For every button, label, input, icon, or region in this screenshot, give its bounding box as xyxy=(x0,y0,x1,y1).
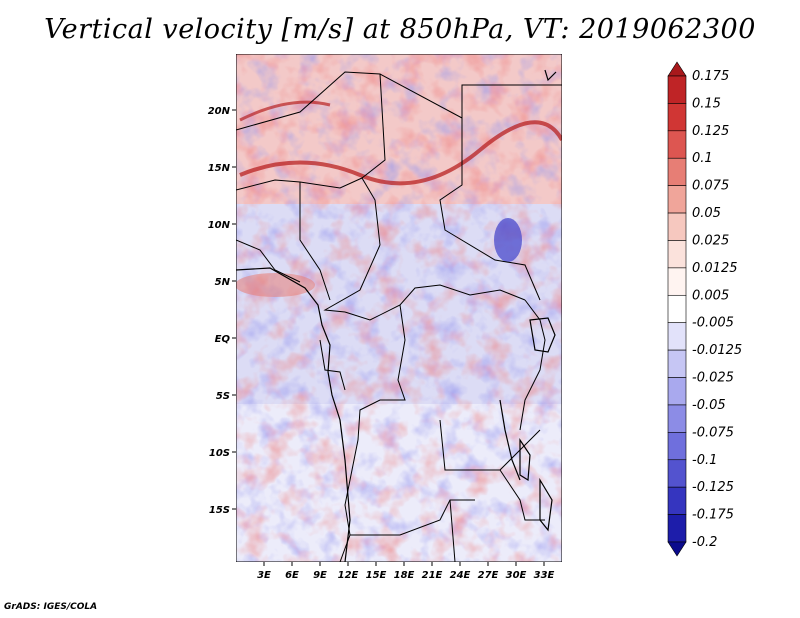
colorbar-label: 0.175 xyxy=(692,69,729,84)
lat-tick-label: 20N xyxy=(208,106,231,117)
colorbar-label: 0.025 xyxy=(692,233,729,248)
lon-tick-label: 15E xyxy=(366,570,387,581)
lon-tick-label: 9E xyxy=(313,570,327,581)
colorbar-bin xyxy=(667,432,687,461)
colorbar-label: -0.025 xyxy=(692,371,734,386)
lon-axis: 3E 6E 9E 12E 15E 18E 21E 24E 27E 30E 33E xyxy=(257,562,555,581)
lon-tick-label: 6E xyxy=(285,570,299,581)
lat-tick-label: 10S xyxy=(209,448,230,459)
colorbar: 0.175 0.15 0.125 0.1 0.075 0.05 0.025 0.0125 0.0… xyxy=(667,61,742,557)
colorbar-label: -0.05 xyxy=(692,398,726,413)
colorbar-top-arrow xyxy=(667,61,687,77)
lat-tick-label: 5N xyxy=(215,277,231,288)
colorbar-bin xyxy=(667,377,687,406)
colorbar-bin xyxy=(667,404,687,433)
colorbar-bin xyxy=(667,75,687,104)
colorbar-label: -0.2 xyxy=(692,535,717,550)
lat-tick-label: EQ xyxy=(215,334,231,345)
colorbar-bin xyxy=(667,349,687,378)
colorbar-label: 0.125 xyxy=(692,124,729,139)
colorbar-label: 0.0125 xyxy=(692,261,738,276)
colorbar-label: 0.1 xyxy=(692,151,713,166)
colorbar-label: -0.075 xyxy=(692,425,734,440)
country-borders xyxy=(236,71,562,562)
footer-credit: GrADS: IGES/COLA xyxy=(4,602,98,612)
colorbar-label: -0.125 xyxy=(692,480,734,495)
colorbar-label: -0.0125 xyxy=(692,343,742,358)
lon-tick-label: 18E xyxy=(394,570,415,581)
colorbar-label: 0.005 xyxy=(692,288,729,303)
lon-tick-label: 27E xyxy=(478,570,499,581)
lon-tick-label: 33E xyxy=(534,570,555,581)
lon-tick-label: 3E xyxy=(257,570,271,581)
lon-tick-label: 12E xyxy=(338,570,359,581)
colorbar-bin xyxy=(667,212,687,241)
lat-tick-label: 10N xyxy=(208,220,231,231)
lon-tick-label: 21E xyxy=(422,570,443,581)
colorbar-bin xyxy=(667,486,687,515)
colorbar-bin xyxy=(667,157,687,186)
colorbar-bin xyxy=(667,514,687,543)
colorbar-bin xyxy=(667,103,687,132)
colorbar-bin xyxy=(667,240,687,269)
map-panel xyxy=(236,54,562,562)
lon-tick-label: 30E xyxy=(506,570,527,581)
lon-tick-label: 24E xyxy=(450,570,471,581)
colorbar-bin xyxy=(667,294,687,324)
colorbar-bottom-arrow xyxy=(667,541,687,557)
colorbar-bin xyxy=(667,322,687,351)
colorbar-label: -0.175 xyxy=(692,508,734,523)
colorbar-bin xyxy=(667,267,687,296)
lat-tick-label: 15N xyxy=(208,163,231,174)
coastlines xyxy=(236,69,557,562)
colorbar-bin xyxy=(667,185,687,214)
map-title: Vertical velocity [m/s] at 850hPa, VT: 2… xyxy=(44,14,756,45)
colorbar-label: -0.1 xyxy=(692,453,717,468)
colorbar-bin xyxy=(667,459,687,488)
lat-tick-label: 5S xyxy=(216,391,230,402)
lat-tick-label: 15S xyxy=(209,505,230,516)
lat-axis: 20N 15N 10N 5N EQ 5S 10S 15S xyxy=(208,106,236,516)
colorbar-label: 0.05 xyxy=(692,206,721,221)
colorbar-label: -0.005 xyxy=(692,316,734,331)
colorbar-label: 0.075 xyxy=(692,179,729,194)
colorbar-label: 0.15 xyxy=(692,96,721,111)
colorbar-bin xyxy=(667,130,687,159)
